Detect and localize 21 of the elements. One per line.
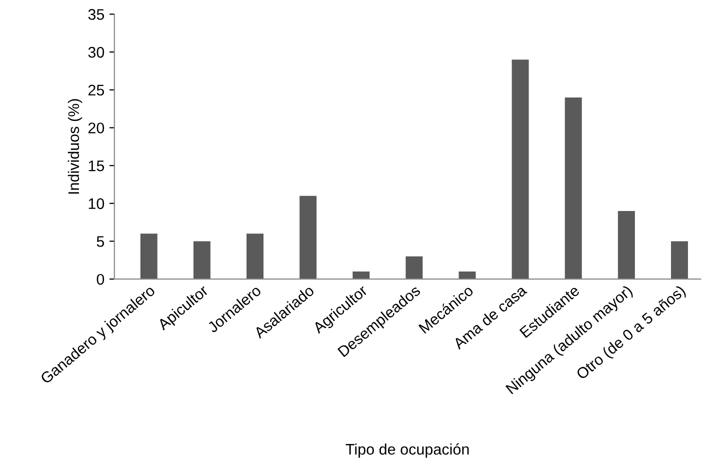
bar [618,210,635,280]
y-axis-title: Individuos (%) [68,99,82,194]
bar [564,97,582,280]
y-tick-label: 5 [96,236,104,247]
y-tick-label: 20 [88,122,104,134]
bar [352,272,370,280]
bar [512,60,529,280]
bar [193,241,210,280]
bar [246,234,264,280]
bar [300,196,317,280]
bar [140,234,158,280]
x-axis-title: Tipo de ocupación [346,443,469,458]
bar [670,241,688,280]
y-tick-label: 35 [88,9,104,20]
bar [458,272,476,280]
bar [406,256,423,280]
y-tick-label: 25 [88,84,104,96]
y-tick-label: 15 [88,160,104,172]
y-tick-label: 30 [88,46,104,58]
y-tick-label: 10 [88,198,104,210]
y-tick-label: 0 [96,274,104,285]
